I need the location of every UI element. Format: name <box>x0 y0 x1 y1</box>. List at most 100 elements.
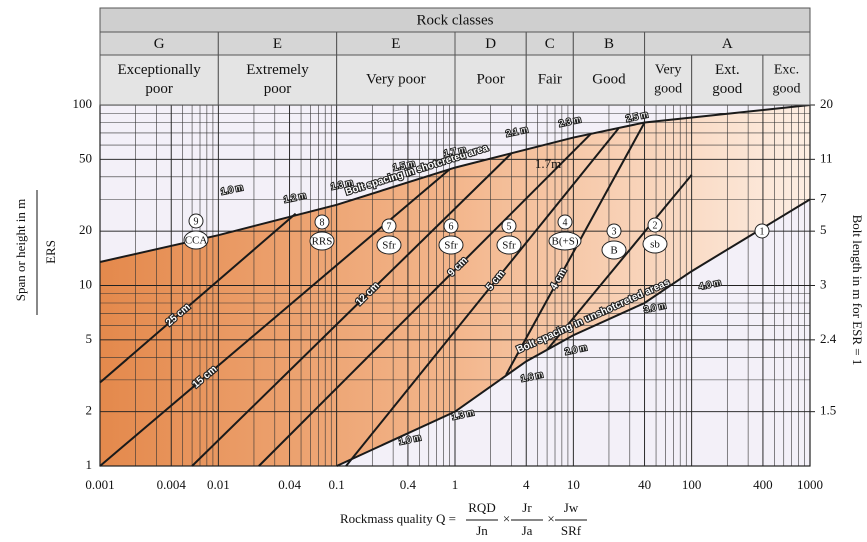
support-type: RRS <box>312 236 333 248</box>
class-name: poor <box>264 81 292 97</box>
line-series <box>505 122 646 376</box>
class-cell <box>691 54 764 106</box>
class-cell <box>525 54 574 106</box>
group-letter: G <box>154 36 165 52</box>
class-number: 6 <box>449 221 454 232</box>
class-name: Exceptionally <box>118 62 202 78</box>
y2-tick-label: 11 <box>820 150 833 165</box>
class-cell <box>99 54 219 106</box>
support-type: Sfr <box>382 240 396 252</box>
support-oval <box>376 235 402 255</box>
class-cell <box>454 54 527 106</box>
y-tick-label: 20 <box>79 222 92 237</box>
fraction-denominator: Ja <box>522 523 533 538</box>
fraction-denominator: Jn <box>476 523 488 538</box>
x-tick-label: 0.004 <box>157 477 187 492</box>
bolt-spacing-label: 1.2 m <box>283 190 307 204</box>
y-axis-label-denominator: ERS <box>43 240 58 264</box>
y2-tick-label: 1.5 <box>820 403 836 418</box>
class-circle <box>443 218 459 234</box>
x-tick-label: 100 <box>682 477 702 492</box>
class-cell <box>762 54 811 106</box>
class-circle <box>381 218 397 234</box>
y2-tick-label: 2.4 <box>820 331 837 346</box>
class-number: 5 <box>507 221 512 232</box>
y-tick-label: 100 <box>73 96 93 111</box>
class-number: 1 <box>760 226 765 237</box>
support-type: Sfr <box>502 240 516 252</box>
class-number: 3 <box>612 226 617 237</box>
bolt-spacing-label: 1.7m <box>535 156 561 171</box>
x-tick-label: 1 <box>452 477 459 492</box>
class-name: good <box>712 81 743 97</box>
class-circle <box>501 218 517 234</box>
support-oval <box>601 240 627 260</box>
group-letter: B <box>604 36 614 52</box>
y-tick-label: 10 <box>79 276 92 291</box>
support-oval <box>548 231 582 251</box>
class-name: good <box>772 82 800 97</box>
y-tick-label: 2 <box>86 403 93 418</box>
support-oval <box>496 235 522 255</box>
x-tick-label: 1000 <box>797 477 823 492</box>
support-type: B(+S) <box>552 236 579 248</box>
x-tick-label: 0.01 <box>207 477 230 492</box>
y2-tick-label: 3 <box>820 276 827 291</box>
group-letter: D <box>485 36 496 52</box>
class-name: Fair <box>538 71 562 87</box>
class-number: 9 <box>194 216 199 227</box>
class-number: 4 <box>563 217 568 228</box>
fraction-numerator: Jw <box>564 500 579 515</box>
class-number: 7 <box>387 221 392 232</box>
operator: × <box>547 511 554 526</box>
class-name: Good <box>592 71 626 87</box>
x-tick-label: 0.04 <box>278 477 301 492</box>
support-type: sb <box>650 239 660 251</box>
y2-tick-label: 5 <box>820 222 827 237</box>
class-circle <box>606 223 622 239</box>
support-oval <box>438 235 464 255</box>
line-series <box>336 198 811 467</box>
line-series <box>546 174 693 351</box>
class-name: good <box>654 82 682 97</box>
x-tick-label: 0.4 <box>400 477 417 492</box>
y2-tick-label: 20 <box>820 96 833 111</box>
header-title: Rock classes <box>416 12 493 28</box>
group-letter: E <box>391 36 400 52</box>
support-type: B <box>610 245 617 257</box>
support-oval <box>309 231 335 251</box>
x-tick-label: 0.001 <box>85 477 114 492</box>
support-oval <box>183 230 209 250</box>
class-name: Extremely <box>246 62 309 78</box>
class-number: 2 <box>653 220 658 231</box>
x-axis-label: Rockmass quality Q = <box>340 511 456 526</box>
line-series <box>258 133 592 467</box>
class-number: 8 <box>320 217 325 228</box>
operator: × <box>503 511 510 526</box>
y-axis-label: Span or height in m <box>13 199 28 302</box>
y-tick-label: 5 <box>86 331 93 346</box>
group-letter: E <box>273 36 282 52</box>
class-cell <box>572 54 646 106</box>
x-tick-label: 40 <box>638 477 651 492</box>
y2-tick-label: 7 <box>820 190 827 205</box>
line-series <box>345 127 620 467</box>
class-circle <box>314 214 330 230</box>
x-tick-label: 0.1 <box>329 477 345 492</box>
x-tick-label: 4 <box>523 477 530 492</box>
class-circle <box>188 213 204 229</box>
fraction-denominator: SRf <box>561 523 582 538</box>
support-type: CCA <box>185 235 208 247</box>
line-series <box>99 104 811 263</box>
class-name: Very poor <box>366 71 426 87</box>
y-tick-label: 1 <box>86 457 93 472</box>
x-tick-label: 400 <box>753 477 773 492</box>
class-name: poor <box>145 81 173 97</box>
support-oval <box>642 234 668 254</box>
class-circle <box>557 214 573 230</box>
fraction-numerator: Jr <box>522 500 532 515</box>
class-name: Poor <box>476 71 504 87</box>
class-circle <box>647 217 663 233</box>
line-series <box>99 168 451 467</box>
